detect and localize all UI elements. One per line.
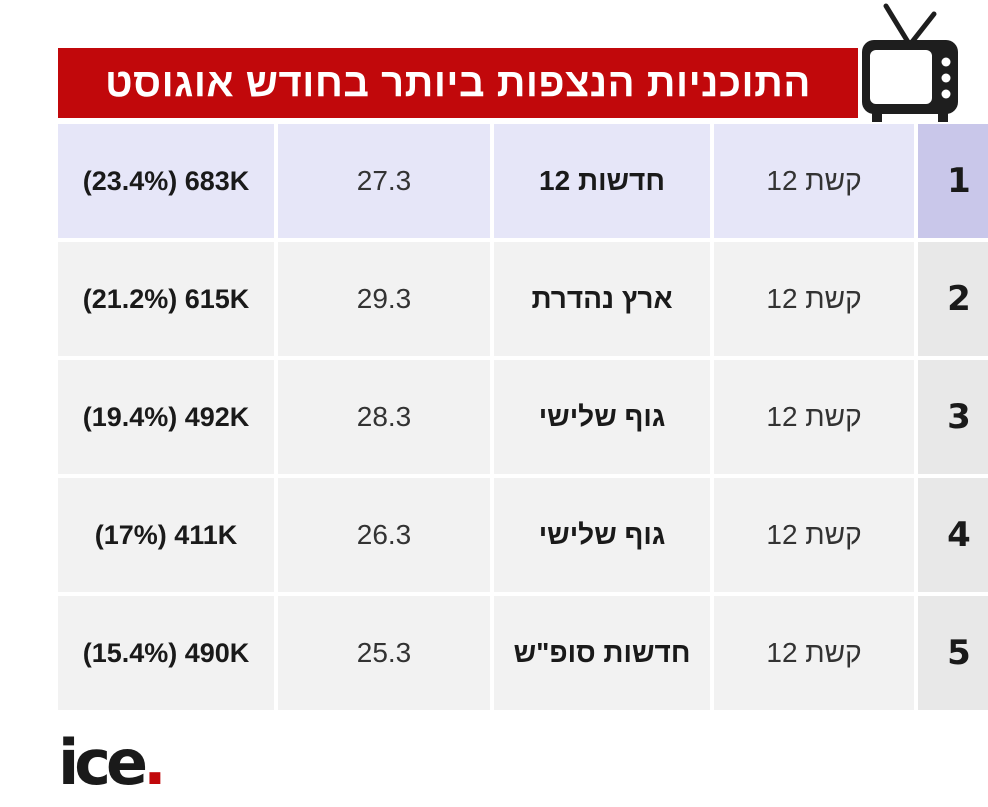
rating-cell: 29.3 bbox=[278, 242, 490, 356]
rating-cell: 27.3 bbox=[278, 124, 490, 238]
views-cell: (17%) 411K bbox=[58, 478, 274, 592]
logo-text: ice bbox=[58, 726, 148, 799]
ice-logo: ice. bbox=[58, 728, 167, 798]
rank-cell: 3 bbox=[918, 360, 988, 474]
views-cell: (19.4%) 492K bbox=[58, 360, 274, 474]
views-cell: (23.4%) 683K bbox=[58, 124, 274, 238]
table-row: (17%) 411K 26.3 גוף שלישי קשת 12 4 bbox=[58, 478, 988, 592]
rank-cell: 2 bbox=[918, 242, 988, 356]
show-cell: גוף שלישי bbox=[494, 478, 710, 592]
show-cell: חדשות 12 bbox=[494, 124, 710, 238]
table-row: (23.4%) 683K 27.3 חדשות 12 קשת 12 1 bbox=[58, 124, 988, 238]
ratings-table: (23.4%) 683K 27.3 חדשות 12 קשת 12 1 (21.… bbox=[58, 124, 988, 714]
rank-cell: 5 bbox=[918, 596, 988, 710]
rank-cell: 4 bbox=[918, 478, 988, 592]
rating-cell: 28.3 bbox=[278, 360, 490, 474]
channel-cell: קשת 12 bbox=[714, 478, 914, 592]
rank-cell: 1 bbox=[918, 124, 988, 238]
show-cell: חדשות סופ"ש bbox=[494, 596, 710, 710]
table-row: (21.2%) 615K 29.3 ארץ נהדרת קשת 12 2 bbox=[58, 242, 988, 356]
logo-dot: . bbox=[143, 726, 167, 799]
show-cell: ארץ נהדרת bbox=[494, 242, 710, 356]
views-cell: (15.4%) 490K bbox=[58, 596, 274, 710]
channel-cell: קשת 12 bbox=[714, 360, 914, 474]
channel-cell: קשת 12 bbox=[714, 124, 914, 238]
views-cell: (21.2%) 615K bbox=[58, 242, 274, 356]
channel-cell: קשת 12 bbox=[714, 596, 914, 710]
tv-icon bbox=[862, 3, 958, 122]
table-row: (15.4%) 490K 25.3 חדשות סופ"ש קשת 12 5 bbox=[58, 596, 988, 710]
channel-cell: קשת 12 bbox=[714, 242, 914, 356]
rating-cell: 26.3 bbox=[278, 478, 490, 592]
show-cell: גוף שלישי bbox=[494, 360, 710, 474]
table-row: (19.4%) 492K 28.3 גוף שלישי קשת 12 3 bbox=[58, 360, 988, 474]
page-title: התוכניות הנצפות ביותר בחודש אוגוסט bbox=[58, 48, 858, 118]
rating-cell: 25.3 bbox=[278, 596, 490, 710]
